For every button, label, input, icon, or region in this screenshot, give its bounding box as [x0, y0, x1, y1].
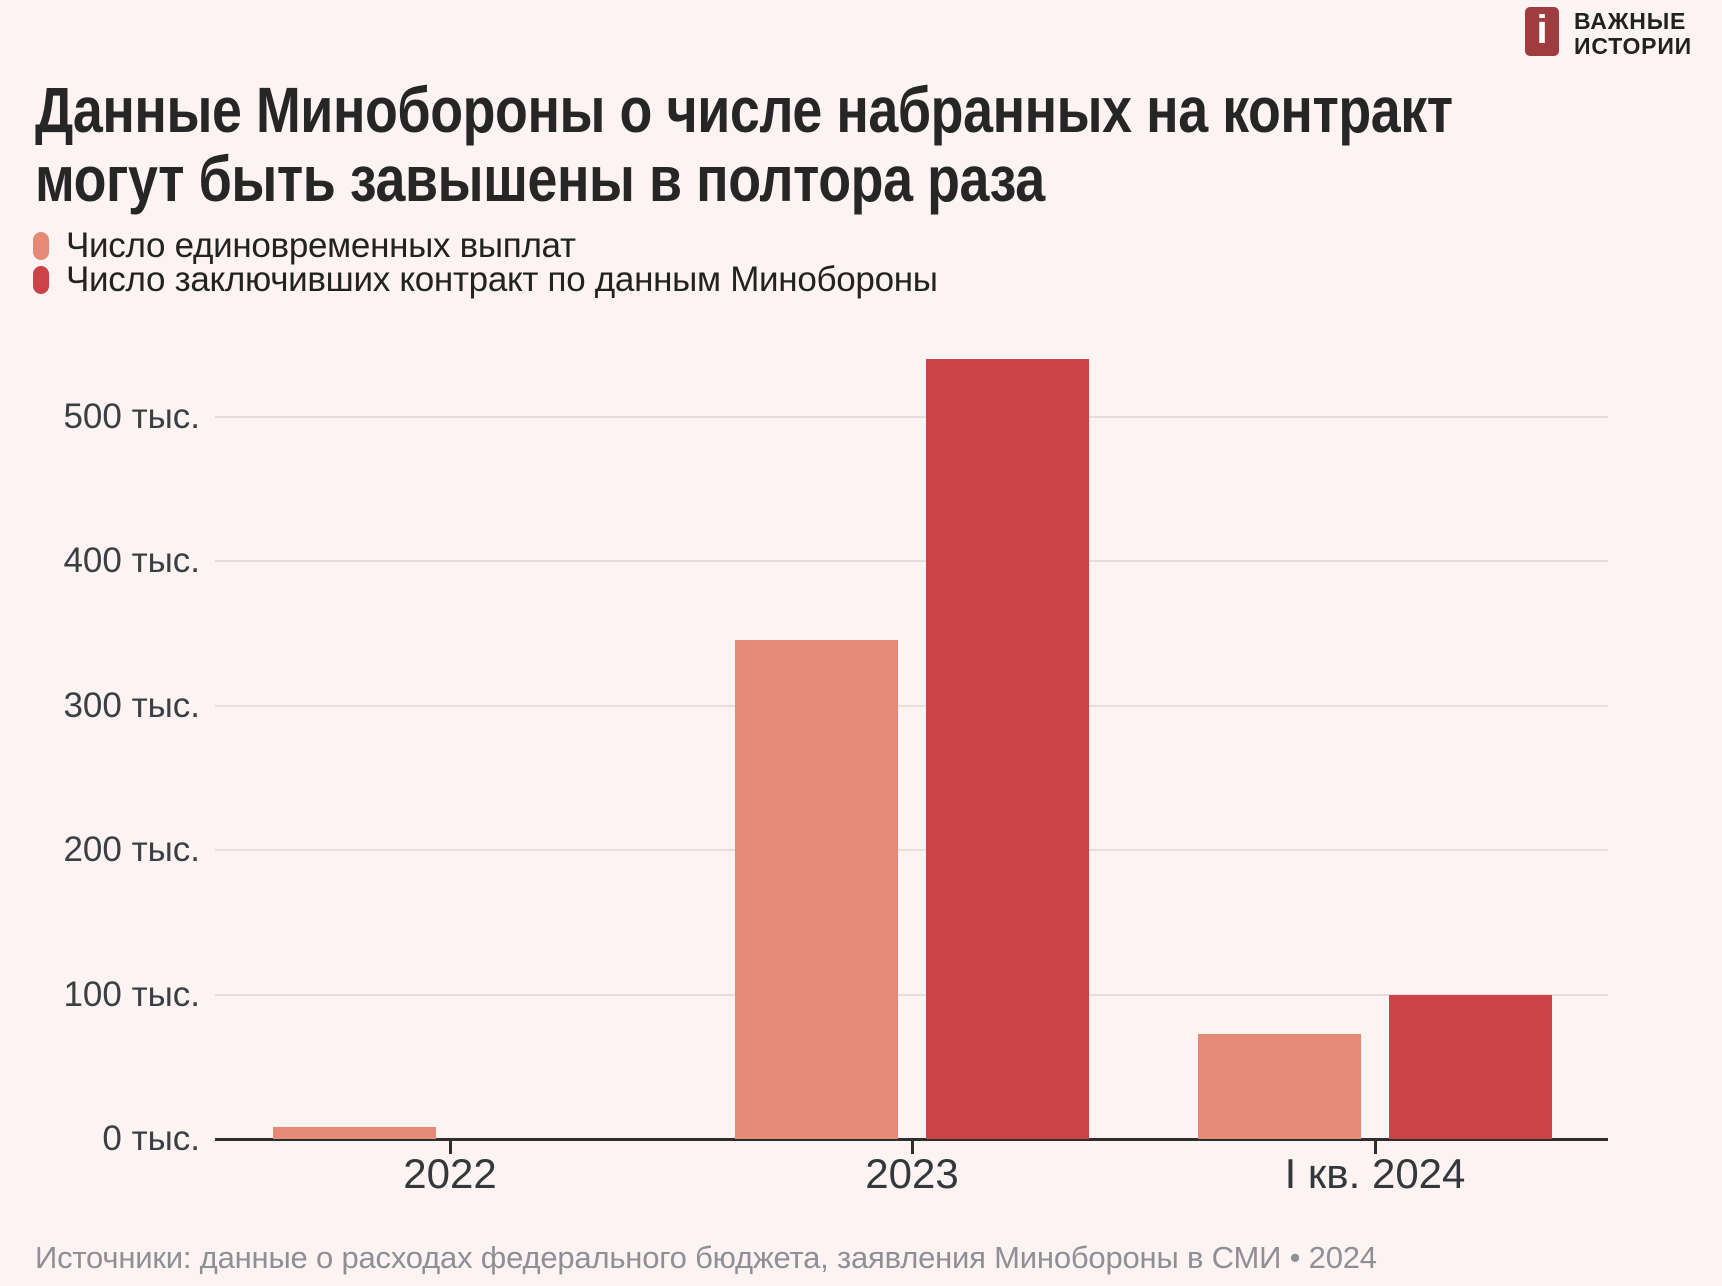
- x-axis-tick-2023: [911, 1140, 914, 1154]
- x-axis-label-2022: 2022: [403, 1150, 497, 1197]
- y-axis-label-300: 300 тыс.: [63, 685, 200, 725]
- y-axis-label-500: 500 тыс.: [63, 396, 200, 436]
- x-axis-tick-I кв. 2024: [1374, 1140, 1377, 1154]
- legend: Число единовременных выплат Число заключ…: [33, 226, 938, 299]
- logo-text-line2: ИСТОРИИ: [1574, 33, 1692, 59]
- gridline-500: [215, 415, 1608, 418]
- gridline-400: [215, 560, 1608, 562]
- gridline-100: [215, 993, 1608, 996]
- x-axis-tick-2022: [449, 1140, 452, 1154]
- legend-item-contracts: Число заключивших контракт по данным Мин…: [33, 260, 938, 299]
- gridline-200: [215, 849, 1608, 851]
- istories-logo: i ВАЖНЫЕ ИСТОРИИ: [1525, 7, 1692, 59]
- y-axis-label-400: 400 тыс.: [63, 541, 200, 580]
- legend-marker-contracts: [33, 266, 49, 294]
- bar-payments-2022: [273, 1127, 436, 1139]
- legend-label-contracts: Число заключивших контракт по данным Мин…: [66, 260, 938, 299]
- istories-i-icon: i: [1525, 7, 1560, 56]
- chart-title-line1: Данные Минобороны о числе набранных на к…: [35, 74, 1453, 146]
- legend-marker-payments: [33, 232, 49, 260]
- gridline-300: [215, 704, 1608, 707]
- logo-text-line1: ВАЖНЫЕ: [1574, 8, 1687, 34]
- x-axis-label-2023: 2023: [865, 1150, 959, 1197]
- bar-contracts-2023: [926, 358, 1089, 1139]
- legend-item-payments: Число единовременных выплат: [33, 226, 938, 265]
- y-axis-label-100: 100 тыс.: [63, 974, 200, 1014]
- bar-payments-I кв. 2024: [1198, 1033, 1361, 1139]
- x-axis-line: [215, 1138, 1608, 1141]
- chart-title: Данные Минобороны о числе набранных на к…: [35, 76, 1453, 214]
- sources-note: Источники: данные о расходах федеральног…: [35, 1240, 1377, 1275]
- legend-label-payments: Число единовременных выплат: [66, 226, 576, 265]
- istories-logo-text: ВАЖНЫЕ ИСТОРИИ: [1574, 7, 1692, 59]
- x-axis-label-I кв. 2024: I кв. 2024: [1284, 1150, 1466, 1197]
- y-axis-label-200: 200 тыс.: [63, 830, 200, 869]
- chart-title-line2: могут быть завышены в полтора раза: [35, 143, 1045, 215]
- bar-contracts-I кв. 2024: [1389, 994, 1552, 1139]
- bar-payments-2023: [735, 640, 898, 1139]
- y-axis-label-0: 0 тыс.: [102, 1119, 200, 1158]
